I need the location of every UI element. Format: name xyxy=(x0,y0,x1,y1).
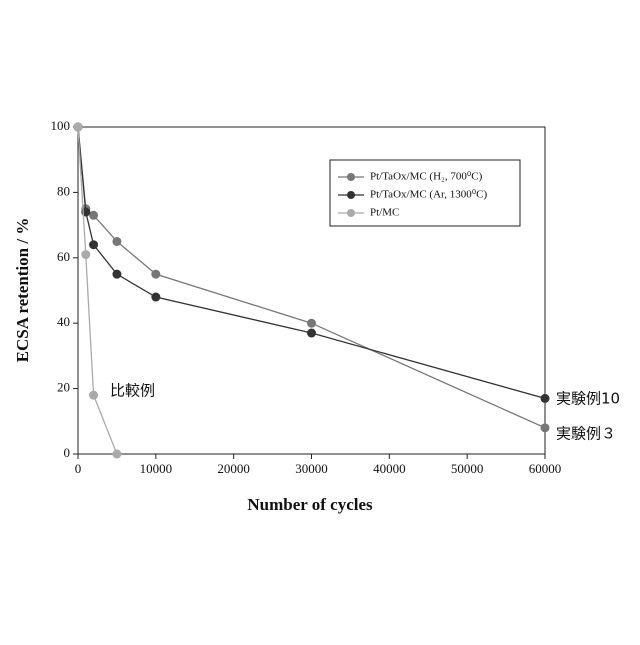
data-point xyxy=(541,394,550,403)
y-tick-label: 0 xyxy=(64,445,71,460)
legend-marker xyxy=(347,209,355,217)
y-tick-label: 100 xyxy=(51,118,71,133)
annotation: 比較例 xyxy=(110,382,155,400)
y-tick-label: 20 xyxy=(57,380,70,395)
legend-label: Pt/TaOx/MC (H₂, 700⁰C) xyxy=(370,171,483,183)
data-point xyxy=(89,211,98,220)
data-point xyxy=(151,293,160,302)
y-tick-label: 80 xyxy=(57,183,70,198)
x-tick-label: 20000 xyxy=(217,461,250,476)
data-point xyxy=(541,423,550,432)
x-tick-label: 30000 xyxy=(295,461,328,476)
x-axis-label: Number of cycles xyxy=(247,495,373,514)
y-tick-label: 60 xyxy=(57,249,70,264)
legend-marker xyxy=(347,173,355,181)
y-axis-label: ECSA retention / % xyxy=(13,218,32,363)
y-tick-label: 40 xyxy=(57,314,70,329)
chart: Number of cycles ECSA retention / % 0 20 4… xyxy=(0,0,640,640)
legend-marker xyxy=(347,191,355,199)
data-point xyxy=(112,270,121,279)
legend-label: Pt/MC xyxy=(370,207,399,219)
legend-label: Pt/TaOx/MC (Ar, 1300⁰C) xyxy=(370,189,488,201)
data-point xyxy=(74,123,83,132)
data-point xyxy=(81,250,90,259)
data-point xyxy=(307,329,316,338)
x-tick-label: 60000 xyxy=(529,461,562,476)
data-point xyxy=(112,237,121,246)
x-tick-label: 0 xyxy=(75,461,82,476)
data-point xyxy=(151,270,160,279)
series-line xyxy=(78,127,117,454)
x-tick-label: 50000 xyxy=(451,461,484,476)
x-tick-label: 10000 xyxy=(140,461,173,476)
data-point xyxy=(89,391,98,400)
data-point xyxy=(89,240,98,249)
annotation: 実験例３ xyxy=(556,425,616,443)
x-tick-label: 40000 xyxy=(373,461,406,476)
annotation: 実験例10 xyxy=(556,390,620,408)
data-point xyxy=(307,319,316,328)
data-point xyxy=(112,450,121,459)
